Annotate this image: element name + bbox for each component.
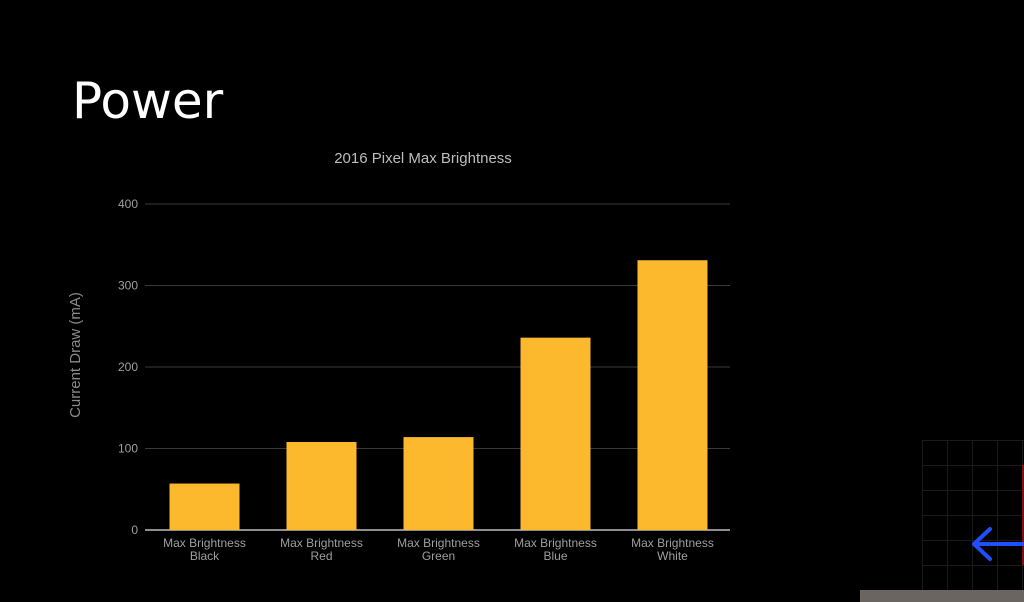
x-tick-label: Max Brightness [163,536,246,550]
x-tick-label: Max Brightness [514,536,597,550]
bar [403,437,474,530]
bar [169,483,240,530]
y-tick-label: 400 [118,197,138,211]
y-tick-label: 200 [118,360,138,374]
background-grid [922,440,1024,590]
x-tick-label: Black [190,549,220,563]
x-tick-label: White [657,549,688,563]
y-axis-label: Current Draw (mA) [67,292,84,418]
arrow-left-icon [972,527,1024,561]
slide-title: Power [72,72,224,130]
y-tick-label: 300 [118,279,138,293]
red-edge-line [1022,465,1024,565]
bar [520,337,591,530]
x-tick-label: Red [310,549,332,563]
x-tick-label: Max Brightness [631,536,714,550]
x-tick-label: Max Brightness [280,536,363,550]
x-tick-label: Max Brightness [397,536,480,550]
chart-title: 2016 Pixel Max Brightness [334,150,512,167]
bar [286,441,357,530]
bar [637,260,708,530]
x-tick-label: Green [422,549,455,563]
y-tick-label: 0 [131,523,138,537]
x-tick-label: Blue [543,549,567,563]
bottom-bar [860,590,1024,602]
y-tick-label: 100 [118,442,138,456]
